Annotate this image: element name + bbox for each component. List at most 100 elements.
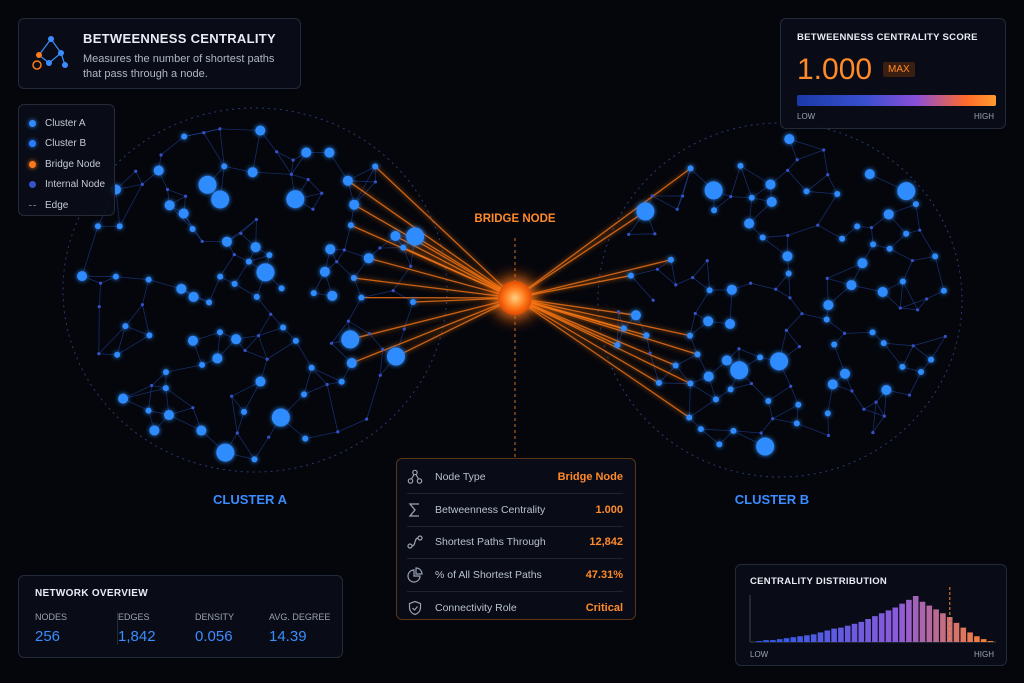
node	[146, 332, 153, 339]
node	[338, 378, 345, 385]
node	[391, 289, 395, 293]
edge	[343, 225, 352, 251]
node	[163, 410, 174, 421]
node	[686, 332, 693, 339]
node	[716, 441, 723, 448]
bridge-edge	[514, 297, 637, 316]
edge	[630, 275, 654, 301]
detail-row: Connectivity Role Critical	[407, 592, 623, 624]
node	[786, 233, 790, 238]
edge	[167, 189, 186, 197]
edge	[331, 320, 349, 344]
edge	[240, 219, 257, 234]
node	[681, 194, 685, 198]
edge	[148, 279, 182, 290]
edge	[203, 128, 220, 134]
histogram-bar	[797, 636, 803, 642]
node	[831, 341, 838, 348]
node	[824, 410, 831, 417]
edge	[768, 385, 791, 402]
node	[862, 407, 866, 411]
edge	[823, 149, 829, 175]
detail-label: % of All Shortest Paths	[435, 569, 542, 582]
edge	[125, 304, 143, 327]
edge	[165, 387, 194, 409]
edge	[658, 365, 676, 384]
edge	[902, 345, 914, 368]
node	[150, 383, 154, 388]
score-panel: BETWEENNESS CENTRALITY SCORE 1.000 MAX L…	[780, 18, 1006, 129]
edge	[254, 436, 270, 460]
edge	[730, 383, 752, 390]
node	[286, 190, 305, 209]
edge	[694, 290, 710, 314]
edge	[700, 428, 734, 432]
node	[655, 379, 662, 386]
node	[877, 286, 888, 297]
legend-item: Cluster A	[29, 113, 114, 134]
node	[311, 207, 315, 211]
edge	[402, 247, 412, 267]
node	[342, 248, 346, 252]
edge	[902, 366, 922, 373]
edge	[817, 224, 843, 240]
edge	[348, 297, 362, 322]
histogram-bar	[817, 632, 824, 642]
node	[650, 194, 654, 198]
edge	[851, 390, 865, 410]
legend-label: Bridge Node	[45, 158, 101, 170]
node	[162, 369, 169, 376]
node	[342, 175, 353, 186]
node	[310, 290, 317, 297]
edge	[295, 340, 312, 368]
edge	[115, 276, 149, 281]
edge	[828, 284, 852, 306]
score-high: HIGH	[974, 112, 994, 121]
node	[140, 182, 144, 186]
node	[816, 223, 820, 227]
header-icon	[32, 36, 68, 70]
stat-label: AVG. DEGREE	[269, 612, 331, 622]
bridge-edge	[350, 297, 516, 341]
edge	[682, 168, 691, 197]
node	[687, 165, 694, 172]
legend-label: Edge	[45, 199, 69, 211]
edge	[912, 255, 936, 261]
cluster-b-label: CLUSTER B	[734, 492, 810, 507]
node	[187, 335, 198, 346]
node	[823, 316, 830, 323]
bridge-edge	[514, 297, 691, 337]
histogram-bar	[919, 601, 926, 642]
edge	[236, 411, 245, 434]
node	[899, 278, 906, 285]
edge	[790, 386, 799, 405]
node	[749, 381, 754, 386]
node	[381, 347, 385, 351]
edge	[676, 195, 683, 210]
edge	[817, 193, 838, 226]
node	[827, 379, 838, 390]
detail-label: Connectivity Role	[435, 602, 517, 615]
edge	[689, 399, 717, 418]
histogram-bar	[926, 605, 933, 642]
distribution-title: CENTRALITY DISTRIBUTION	[750, 576, 888, 587]
edge	[706, 260, 711, 291]
node	[346, 319, 350, 323]
edge	[863, 408, 885, 417]
edge	[844, 332, 873, 334]
edge	[827, 262, 863, 279]
node	[149, 425, 160, 436]
edge	[719, 430, 734, 445]
edge	[348, 320, 370, 335]
node	[289, 172, 294, 176]
edge	[889, 233, 907, 250]
detail-label: Betweenness Centrality	[435, 503, 546, 516]
node	[943, 334, 947, 339]
edge	[689, 335, 698, 355]
node	[363, 253, 374, 264]
node	[643, 332, 650, 339]
bridge-edge	[514, 210, 646, 299]
edge	[652, 195, 678, 210]
edge	[930, 336, 946, 360]
edge	[258, 313, 272, 336]
